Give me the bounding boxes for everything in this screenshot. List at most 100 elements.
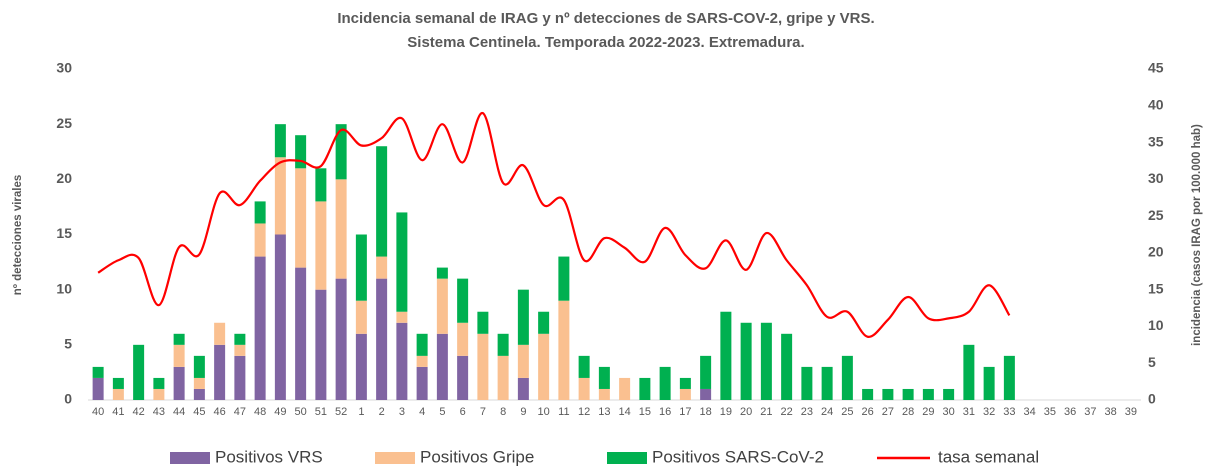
bar — [598, 366, 610, 389]
x-tick-label: 47 — [234, 406, 246, 418]
bar — [578, 377, 590, 400]
x-tick-label: 1 — [358, 406, 364, 418]
legend-label: Positivos SARS-CoV-2 — [652, 447, 824, 466]
x-tick-label: 24 — [821, 406, 833, 418]
y2-axis-label: incidencia (casos IRAG por 100.000 hab) — [1191, 124, 1203, 346]
bar — [1003, 355, 1015, 400]
x-tick-label: 42 — [133, 406, 145, 418]
bar — [436, 333, 448, 400]
bar — [862, 388, 874, 400]
y-tick-label: 20 — [56, 170, 72, 186]
bar — [821, 366, 833, 400]
legend-swatch — [170, 452, 210, 464]
bar — [700, 388, 712, 400]
x-tick-label: 48 — [254, 406, 266, 418]
x-tick-label: 3 — [399, 406, 405, 418]
bar — [760, 322, 772, 400]
bar — [315, 168, 327, 202]
bar — [193, 388, 205, 400]
x-tick-label: 20 — [740, 406, 752, 418]
y-axis-label: nº detecciones virales — [12, 175, 24, 296]
y-tick-label: 10 — [56, 280, 72, 296]
bar — [193, 355, 205, 378]
bar — [416, 355, 428, 367]
bar — [922, 388, 934, 400]
y2-tick-label: 20 — [1148, 244, 1164, 260]
bar — [457, 278, 469, 323]
bar — [497, 355, 509, 400]
y2-tick-label: 25 — [1148, 207, 1164, 223]
y2-tick-label: 5 — [1148, 354, 1156, 370]
bar — [153, 388, 165, 400]
bar — [983, 366, 995, 400]
x-tick-label: 34 — [1024, 406, 1036, 418]
bar — [295, 135, 307, 169]
x-tick-label: 32 — [983, 406, 995, 418]
legend-label: tasa semanal — [938, 447, 1039, 466]
x-tick-label: 51 — [315, 406, 327, 418]
bar — [517, 289, 529, 345]
chart-title: Incidencia semanal de IRAG y nº deteccio… — [337, 10, 874, 27]
bar — [274, 234, 286, 400]
bar — [376, 278, 388, 400]
bar — [355, 300, 367, 334]
bar — [416, 366, 428, 400]
bar — [841, 355, 853, 400]
x-tick-label: 27 — [882, 406, 894, 418]
bar — [234, 355, 246, 400]
x-tick-label: 25 — [841, 406, 853, 418]
x-tick-label: 40 — [92, 406, 104, 418]
x-tick-label: 46 — [214, 406, 226, 418]
bar — [295, 267, 307, 400]
bar — [92, 377, 104, 400]
bar — [538, 311, 550, 334]
bar — [538, 333, 550, 400]
x-tick-label: 7 — [480, 406, 486, 418]
bar — [801, 366, 813, 400]
bar — [700, 355, 712, 389]
x-tick-label: 17 — [679, 406, 691, 418]
bar — [497, 333, 509, 356]
bar — [517, 377, 529, 400]
x-tick-label: 37 — [1084, 406, 1096, 418]
x-tick-label: 9 — [520, 406, 526, 418]
bar — [173, 333, 185, 345]
x-tick-label: 5 — [439, 406, 445, 418]
bar — [598, 388, 610, 400]
y-tick-label: 15 — [56, 225, 72, 241]
bar — [254, 223, 266, 257]
y-tick-label: 5 — [64, 336, 72, 352]
bar — [436, 278, 448, 334]
bar — [396, 322, 408, 400]
bar — [679, 388, 691, 400]
y2-tick-label: 45 — [1148, 60, 1164, 76]
bar — [355, 333, 367, 400]
x-tick-label: 16 — [659, 406, 671, 418]
y2-tick-label: 0 — [1148, 391, 1156, 407]
x-tick-label: 6 — [460, 406, 466, 418]
x-tick-label: 35 — [1044, 406, 1056, 418]
bar — [335, 124, 347, 180]
x-tick-label: 26 — [862, 406, 874, 418]
x-tick-label: 8 — [500, 406, 506, 418]
bar — [477, 333, 489, 400]
x-tick-label: 33 — [1003, 406, 1015, 418]
bar — [133, 344, 145, 400]
bar — [376, 146, 388, 257]
y2-tick-label: 10 — [1148, 317, 1164, 333]
bar — [112, 388, 124, 400]
bar — [335, 278, 347, 400]
y-tick-label: 0 — [64, 391, 72, 407]
bar — [274, 124, 286, 158]
bar — [173, 344, 185, 367]
bar — [781, 333, 793, 400]
bar — [517, 344, 529, 378]
bar — [416, 333, 428, 356]
x-tick-label: 44 — [173, 406, 185, 418]
bar — [619, 377, 631, 400]
x-tick-label: 50 — [295, 406, 307, 418]
legend-label: Positivos VRS — [215, 447, 323, 466]
x-tick-label: 28 — [902, 406, 914, 418]
x-tick-label: 22 — [781, 406, 793, 418]
